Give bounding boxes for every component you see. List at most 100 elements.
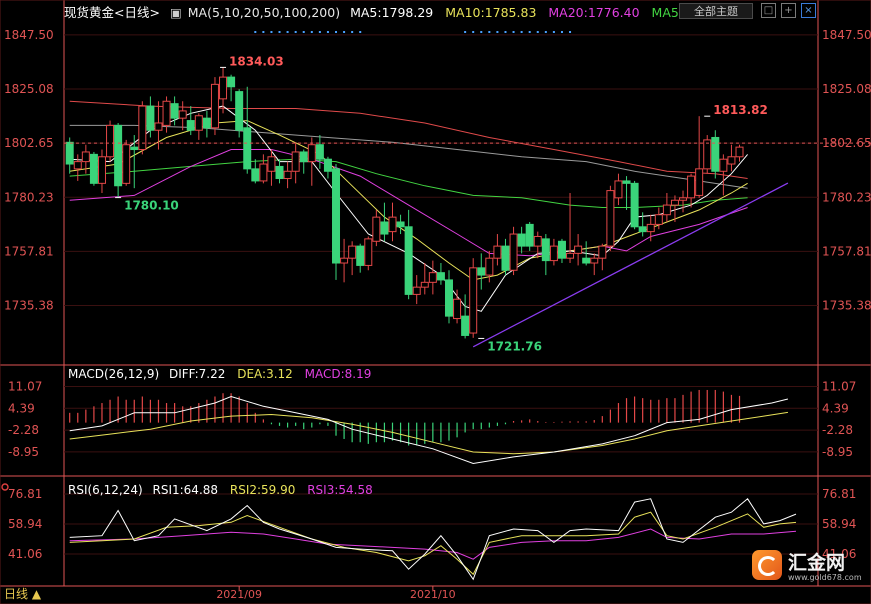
candle-body — [638, 226, 647, 233]
gold678-logo-icon — [752, 550, 782, 580]
ma100-line — [69, 124, 748, 189]
candle-body — [210, 83, 219, 129]
ma-settings-icon: ▣ — [170, 5, 182, 20]
candle-body — [348, 245, 357, 259]
rsi-tick-label: 76.81 — [8, 487, 42, 501]
candle-down — [243, 86, 252, 174]
low-annotation: 1721.76 — [487, 339, 542, 353]
candle-up — [122, 139, 131, 186]
event-marker — [302, 31, 305, 33]
rsi2-value: RSI2:59.90 — [230, 483, 296, 497]
candle-down — [170, 96, 179, 126]
event-marker — [544, 31, 547, 33]
candle-body — [202, 117, 211, 129]
candle-body — [557, 240, 566, 259]
square-icon[interactable]: □ — [761, 3, 776, 18]
candle-body — [243, 127, 252, 170]
candle-body — [574, 245, 583, 254]
event-marker — [326, 31, 329, 33]
candle-body — [453, 298, 462, 320]
candle-down — [235, 89, 244, 138]
rsi1-line — [69, 498, 797, 581]
macd-tick-label: 11.07 — [822, 379, 856, 393]
price-tick-label: 1802.65 — [4, 136, 54, 150]
rsi-tick-label: 58.94 — [822, 517, 856, 531]
candle-up — [267, 149, 276, 186]
candle-down — [380, 202, 389, 242]
candle-up — [388, 202, 397, 242]
rsi-tick-label: 41.06 — [8, 547, 42, 561]
candle-up — [291, 142, 300, 184]
date-tick-label: 2021/09 — [216, 588, 262, 601]
timeframe-selector[interactable]: 日线 ▲ — [4, 587, 42, 601]
candle-down — [630, 180, 639, 230]
event-marker — [310, 31, 313, 33]
price-tick-label: 1847.50 — [822, 28, 871, 42]
candle-body — [412, 286, 421, 295]
candle-up — [106, 120, 115, 162]
candle-up — [210, 77, 219, 136]
price-tick-label: 1780.23 — [822, 190, 871, 204]
candle-body — [461, 315, 470, 336]
candle-body — [364, 238, 373, 266]
candle-body — [146, 105, 155, 131]
event-marker — [294, 31, 297, 33]
candle-down — [622, 176, 631, 210]
event-marker — [351, 31, 354, 33]
candle-up — [194, 113, 203, 140]
candle-up — [364, 236, 373, 271]
candle-up — [614, 173, 623, 206]
candle-up — [428, 260, 437, 295]
candle-down — [356, 243, 365, 273]
candle-down — [711, 130, 720, 179]
candle-up — [283, 161, 292, 189]
candle-body — [194, 115, 203, 131]
candle-body — [299, 151, 308, 163]
candle-up — [679, 190, 688, 213]
candle-body — [388, 216, 397, 233]
price-tick-label: 1847.50 — [4, 28, 54, 42]
event-marker — [569, 31, 572, 33]
candle-up — [420, 263, 429, 295]
ma50-label: MA50 — [652, 5, 687, 20]
ma20-value: MA20:1776.40 — [548, 5, 639, 20]
candle-up — [178, 101, 187, 131]
candle-body — [525, 223, 534, 247]
candle-down — [557, 238, 566, 264]
candle-body — [719, 158, 728, 172]
candle-body — [404, 226, 413, 295]
candle-down — [404, 209, 413, 300]
macd-title: MACD(26,12,9) — [68, 367, 159, 381]
candle-up — [662, 193, 671, 222]
candle-body — [493, 245, 502, 259]
close-square-icon[interactable]: × — [801, 3, 816, 18]
candle-up — [259, 154, 268, 184]
macd-tick-label: 4.39 — [822, 401, 849, 415]
rsi-panel[interactable] — [64, 493, 818, 581]
candle-body — [323, 158, 332, 172]
rsi-settings-icon[interactable] — [1, 483, 9, 491]
candle-down — [436, 263, 445, 285]
candlestick-series[interactable] — [65, 67, 744, 339]
candle-up — [719, 154, 728, 196]
plus-square-icon[interactable]: + — [781, 3, 796, 18]
candle-body — [315, 144, 324, 160]
symbol-title: 现货黄金<日线> — [64, 5, 160, 20]
svg-text:RSI(6,12,24) RSI1:64.88: RSI(6,12,24) RSI1:64.88 RSI2:59.90 RSI3:… — [68, 483, 373, 497]
price-tick-label: 1757.81 — [822, 244, 871, 258]
candle-down — [444, 270, 453, 324]
candle-down — [202, 110, 211, 138]
event-marker — [488, 31, 491, 33]
macd-tick-label: 4.39 — [8, 401, 35, 415]
candle-body — [291, 151, 300, 172]
candle-body — [283, 170, 292, 180]
candle-up — [566, 193, 575, 264]
event-marker — [318, 31, 321, 33]
macd-panel[interactable] — [64, 385, 818, 465]
brand-logo: 汇金网 www.gold678.com — [752, 546, 870, 586]
candle-up — [412, 275, 421, 305]
rsi-tick-label: 76.81 — [822, 487, 856, 501]
theme-select-button[interactable]: 全部主题 — [679, 3, 753, 19]
